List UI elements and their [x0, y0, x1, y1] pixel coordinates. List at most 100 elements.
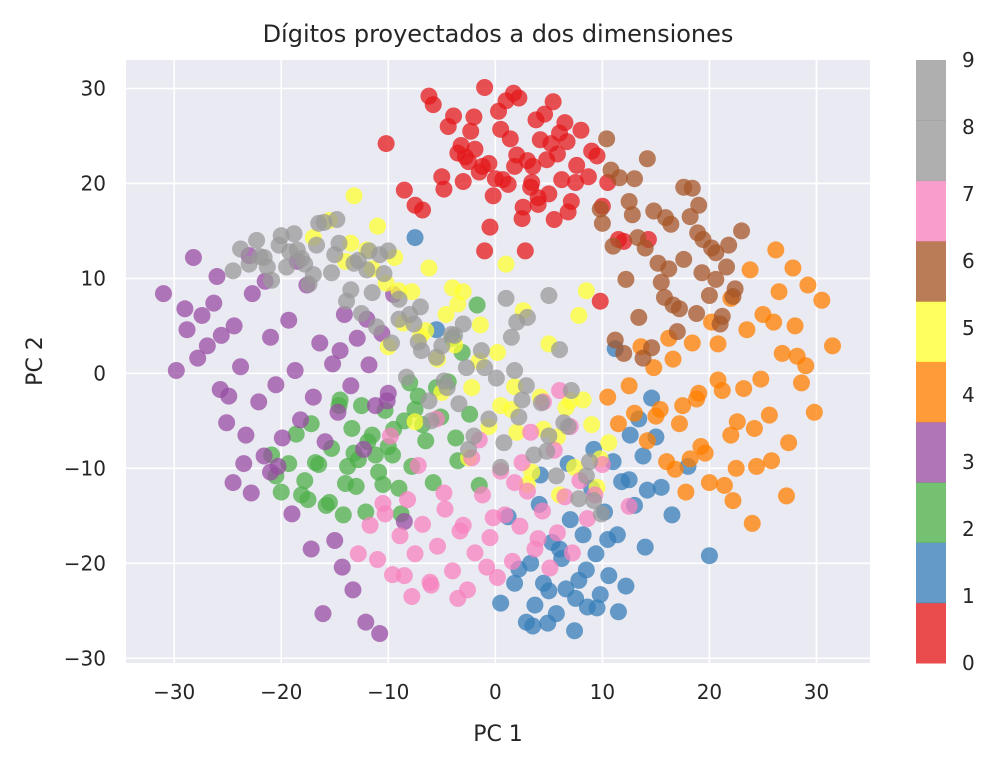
data-point: [568, 156, 586, 174]
data-point: [625, 170, 643, 188]
data-point: [476, 79, 494, 97]
data-point: [577, 467, 595, 485]
data-point: [561, 511, 579, 529]
colorbar-label: 4: [962, 383, 975, 407]
data-point: [454, 516, 472, 534]
data-point: [406, 413, 424, 431]
colorbar-label: 3: [962, 450, 975, 474]
data-point: [630, 308, 648, 326]
data-point: [517, 377, 535, 395]
data-point: [414, 201, 432, 219]
data-point: [715, 476, 733, 494]
data-point: [574, 526, 592, 544]
data-point: [465, 108, 483, 126]
data-point: [422, 576, 440, 594]
data-point: [541, 559, 559, 577]
data-point: [566, 458, 584, 476]
data-point: [433, 168, 451, 186]
data-point: [664, 350, 682, 368]
series-class-7: [349, 381, 638, 607]
colorbar-segment: [916, 180, 946, 242]
data-point: [620, 377, 638, 395]
data-point: [675, 250, 693, 268]
data-point: [711, 315, 729, 333]
y-axis-label: PC 2: [23, 336, 48, 386]
data-point: [572, 121, 590, 139]
data-point: [242, 484, 260, 502]
data-point: [570, 306, 588, 324]
data-point: [522, 423, 540, 441]
data-point: [420, 392, 438, 410]
data-point: [664, 296, 682, 314]
data-point: [805, 403, 823, 421]
data-point: [660, 260, 678, 278]
data-point: [497, 255, 515, 273]
data-point: [745, 419, 763, 437]
data-point: [713, 381, 731, 399]
data-point: [374, 494, 392, 512]
data-point: [457, 359, 475, 377]
data-point: [291, 411, 309, 429]
data-point: [395, 567, 413, 585]
data-point: [600, 567, 618, 585]
data-point: [578, 510, 596, 528]
data-point: [506, 474, 524, 492]
data-point: [361, 516, 379, 534]
colorbar-label: 9: [962, 48, 975, 72]
data-point: [524, 157, 542, 175]
data-point: [211, 381, 229, 399]
data-point: [248, 231, 266, 249]
data-point: [593, 214, 611, 232]
x-tick-label: 10: [590, 680, 615, 704]
data-point: [272, 483, 290, 501]
data-point: [524, 617, 542, 635]
data-point: [797, 357, 815, 375]
data-point: [334, 506, 352, 524]
data-point: [232, 358, 250, 376]
data-point: [262, 328, 280, 346]
data-point: [525, 446, 543, 464]
data-point: [693, 264, 711, 282]
data-point: [492, 594, 510, 612]
data-point: [638, 481, 656, 499]
data-point: [767, 241, 785, 259]
x-tick-label: 20: [697, 680, 722, 704]
data-point: [243, 285, 261, 303]
data-point: [638, 432, 656, 450]
data-point: [551, 381, 569, 399]
data-point: [690, 196, 708, 214]
data-point: [355, 440, 373, 458]
data-point: [395, 181, 413, 199]
data-point: [609, 415, 627, 433]
data-point: [444, 279, 462, 297]
data-point: [420, 259, 438, 277]
data-point: [353, 305, 371, 323]
colorbar-segment: [916, 301, 946, 362]
colorbar-label: 8: [962, 115, 975, 139]
data-point: [542, 135, 560, 153]
data-point: [587, 545, 605, 563]
colorbar-segment: [916, 120, 946, 182]
data-point: [765, 313, 783, 331]
chart-title: Dígitos proyectados a dos dimensiones: [263, 20, 734, 48]
data-point: [349, 251, 367, 269]
data-point: [508, 423, 526, 441]
data-point: [760, 406, 778, 424]
data-point: [378, 392, 396, 410]
data-point: [609, 603, 627, 621]
data-point: [480, 410, 498, 428]
data-point: [577, 561, 595, 579]
data-point: [593, 456, 611, 474]
data-point: [663, 506, 681, 524]
data-point: [424, 96, 442, 114]
data-point: [225, 317, 243, 335]
data-point: [602, 161, 620, 179]
data-point: [652, 273, 670, 291]
data-point: [735, 380, 753, 398]
data-point: [529, 189, 547, 207]
x-tick-label: −10: [367, 680, 409, 704]
data-point: [465, 427, 483, 445]
data-point: [652, 478, 670, 496]
data-point: [178, 321, 196, 339]
data-point: [232, 240, 250, 258]
